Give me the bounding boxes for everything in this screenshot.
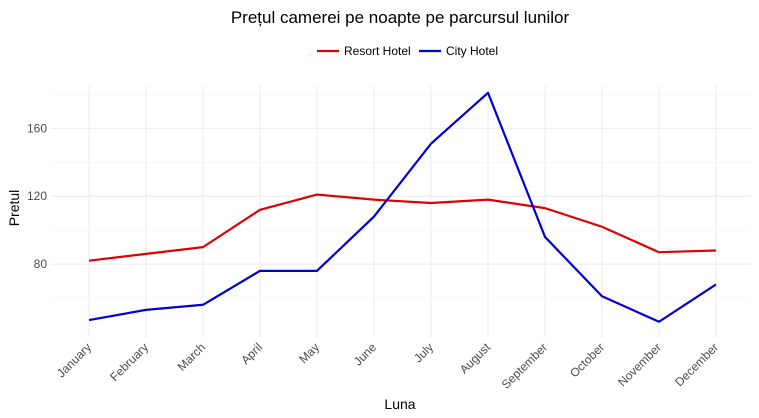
x-axis-title: Luna [384, 396, 415, 412]
x-tick-label: January [54, 340, 94, 380]
legend-label-city: City Hotel [446, 44, 498, 58]
series-line-resort-hotel [88, 193, 717, 262]
x-tick-labels: January February March April May June July Augu… [54, 340, 721, 392]
y-tick-label: 80 [34, 257, 48, 271]
x-tick-label: June [351, 340, 380, 369]
x-tick-label: March [175, 340, 208, 373]
grid-x [88, 86, 717, 337]
legend-label-resort: Resort Hotel [344, 44, 411, 58]
y-tick-labels: 80 120 160 [27, 121, 47, 271]
y-tick-label: 160 [27, 121, 47, 135]
y-tick-label: 120 [27, 189, 47, 203]
x-tick-label: February [107, 340, 151, 384]
x-tick-label: August [457, 340, 494, 377]
chart-title: Prețul camerei pe noapte pe parcursul lu… [231, 8, 570, 27]
grid-major-y [51, 127, 751, 265]
series-layer [88, 91, 717, 323]
series-line-city-hotel [88, 91, 717, 323]
x-tick-label: May [296, 340, 322, 366]
x-tick-label: July [411, 340, 436, 365]
x-tick-label: September [499, 340, 550, 391]
x-tick-label: April [238, 340, 265, 367]
y-axis-title: Pretul [6, 190, 22, 227]
legend: Resort Hotel City Hotel [317, 44, 498, 58]
x-tick-label: December [672, 340, 721, 389]
grid-minor-y [51, 94, 751, 299]
x-tick-label: November [615, 340, 664, 389]
x-tick-label: October [567, 340, 607, 380]
